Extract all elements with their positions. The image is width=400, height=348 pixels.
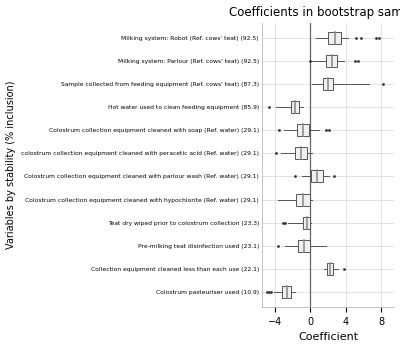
Bar: [311, 171, 323, 182]
Bar: [327, 263, 332, 275]
Bar: [294, 147, 307, 159]
Bar: [282, 286, 291, 298]
Bar: [323, 78, 332, 90]
Bar: [326, 55, 337, 67]
Title: Coefficients in bootstrap samples: Coefficients in bootstrap samples: [229, 6, 400, 18]
Bar: [328, 32, 340, 44]
Bar: [297, 124, 309, 136]
Bar: [304, 217, 310, 229]
Bar: [296, 193, 310, 206]
X-axis label: Coefficient: Coefficient: [298, 332, 358, 342]
Bar: [298, 240, 310, 252]
Bar: [291, 101, 299, 113]
Y-axis label: Variables by stability (% inclusion): Variables by stability (% inclusion): [6, 81, 16, 249]
